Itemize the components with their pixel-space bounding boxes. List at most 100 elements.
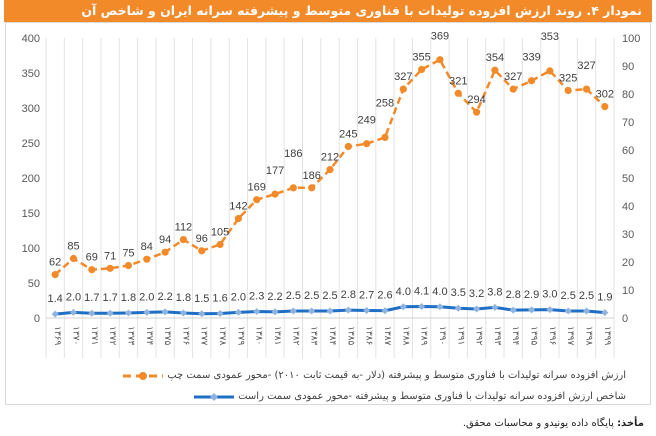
- data-point: [399, 303, 407, 311]
- x-tick-label: ۱۳۸۴: [328, 326, 338, 346]
- data-label: 3.8: [487, 286, 502, 298]
- x-tick-label: ۱۳۶۹: [53, 326, 63, 346]
- x-tick-label: ۱۳۹۲: [475, 326, 485, 346]
- data-point: [527, 77, 536, 85]
- data-point: [106, 264, 114, 272]
- right-tick-label: 30: [622, 229, 634, 241]
- x-tick-label: ۱۳۷۵: [163, 326, 173, 346]
- data-point: [198, 247, 206, 255]
- data-point: [528, 306, 536, 314]
- data-label: 62: [49, 257, 61, 269]
- data-point: [472, 108, 481, 116]
- right-tick-label: 100: [622, 33, 640, 45]
- data-label: 353: [541, 31, 559, 43]
- data-label: 321: [449, 75, 467, 87]
- right-tick-label: 0: [622, 313, 628, 325]
- x-tick-label: ۱۳۹۴: [511, 326, 521, 346]
- right-tick-label: 70: [622, 117, 634, 129]
- left-tick-label: 300: [22, 103, 40, 115]
- x-tick-label: ۱۳۸۷: [383, 326, 393, 346]
- left-tick-label: 200: [22, 173, 40, 185]
- data-label: 69: [86, 252, 98, 264]
- data-point: [69, 254, 78, 263]
- data-label: 1.5: [194, 293, 209, 305]
- data-label: 1.8: [176, 292, 191, 304]
- x-tick-label: ۱۳۸۹: [420, 326, 430, 346]
- source-label: مأخذ:: [617, 418, 644, 429]
- data-label: 2.5: [322, 290, 337, 302]
- legend-item-value-added: ارزش افزوده سرانه تولیدات با فناوری متوس…: [123, 370, 626, 381]
- data-label: 4.0: [432, 286, 447, 298]
- data-point: [234, 308, 242, 316]
- x-tick-label: ۱۳۹۶: [548, 326, 558, 346]
- legend-blue-line-marker-icon: [194, 392, 235, 401]
- data-label: 2.3: [249, 291, 264, 303]
- right-tick-label: 60: [622, 145, 634, 157]
- data-label: 325: [559, 73, 577, 85]
- data-point: [253, 308, 261, 316]
- data-point: [308, 307, 316, 315]
- data-point: [473, 305, 481, 313]
- data-point: [88, 309, 96, 317]
- x-tick-label: ۱۳۷۹: [236, 326, 246, 346]
- chart-title: نمودار ۴. روند ارزش افزوده تولیدات با فن…: [4, 0, 652, 40]
- data-point: [363, 306, 371, 314]
- data-label: 2.7: [359, 289, 374, 301]
- data-label: 1.9: [597, 292, 612, 304]
- x-tick-label: ۱۳۹۵: [530, 326, 540, 346]
- data-label: 105: [211, 227, 229, 239]
- data-point: [491, 66, 499, 74]
- data-label: 1.8: [121, 292, 136, 304]
- data-point: [179, 236, 188, 244]
- data-label: 249: [357, 115, 375, 127]
- chart-frame: [5, 22, 651, 405]
- left-tick-label: 0: [34, 313, 40, 325]
- data-label: 294: [467, 94, 485, 106]
- x-tick-label: ۱۳۷۰: [71, 326, 81, 345]
- x-tick-label: ۱۳۷۱: [90, 326, 100, 345]
- data-point: [418, 303, 426, 311]
- data-label: 186: [302, 170, 320, 182]
- right-tick-label: 40: [622, 201, 634, 213]
- data-point: [418, 65, 426, 74]
- right-tick-label: 20: [622, 257, 634, 269]
- data-point: [69, 308, 77, 316]
- x-tick-label: ۱۳۹۰: [438, 326, 448, 345]
- x-tick-label: ۱۳۷۴: [145, 326, 155, 346]
- data-point: [601, 309, 609, 317]
- data-label: 327: [394, 71, 412, 83]
- data-point: [161, 308, 169, 316]
- data-point: [344, 142, 352, 151]
- left-tick-label: 100: [22, 243, 40, 255]
- x-tick-label: ۱۳۸۳: [310, 326, 320, 346]
- data-point: [216, 310, 224, 318]
- data-point: [344, 306, 352, 314]
- x-tick-label: ۱۳۹۳: [493, 326, 503, 346]
- data-point: [381, 133, 389, 141]
- data-label: 212: [321, 152, 339, 164]
- data-label: 2.9: [524, 289, 539, 301]
- data-label: 84: [141, 241, 153, 253]
- x-tick-label: ۱۳۷۲: [108, 326, 118, 346]
- data-label: 94: [159, 234, 171, 246]
- left-tick-label: 150: [22, 208, 40, 220]
- data-point: [564, 86, 572, 95]
- data-point: [436, 56, 444, 64]
- data-point: [583, 307, 591, 315]
- data-label: 2.2: [267, 291, 282, 303]
- data-label: 1.6: [212, 293, 227, 305]
- data-point: [381, 307, 389, 315]
- data-label: 2.8: [506, 289, 521, 301]
- data-point: [271, 190, 279, 198]
- data-point: [143, 255, 151, 263]
- x-tick-label: ۱۳۹۸: [585, 326, 595, 346]
- data-label: 2.8: [341, 289, 356, 301]
- data-point: [253, 196, 261, 204]
- data-label: 186: [284, 148, 302, 160]
- data-label: 75: [122, 248, 134, 260]
- data-label: 142: [229, 201, 247, 213]
- data-point: [88, 266, 96, 274]
- data-point: [601, 103, 609, 111]
- left-tick-label: 400: [22, 33, 40, 45]
